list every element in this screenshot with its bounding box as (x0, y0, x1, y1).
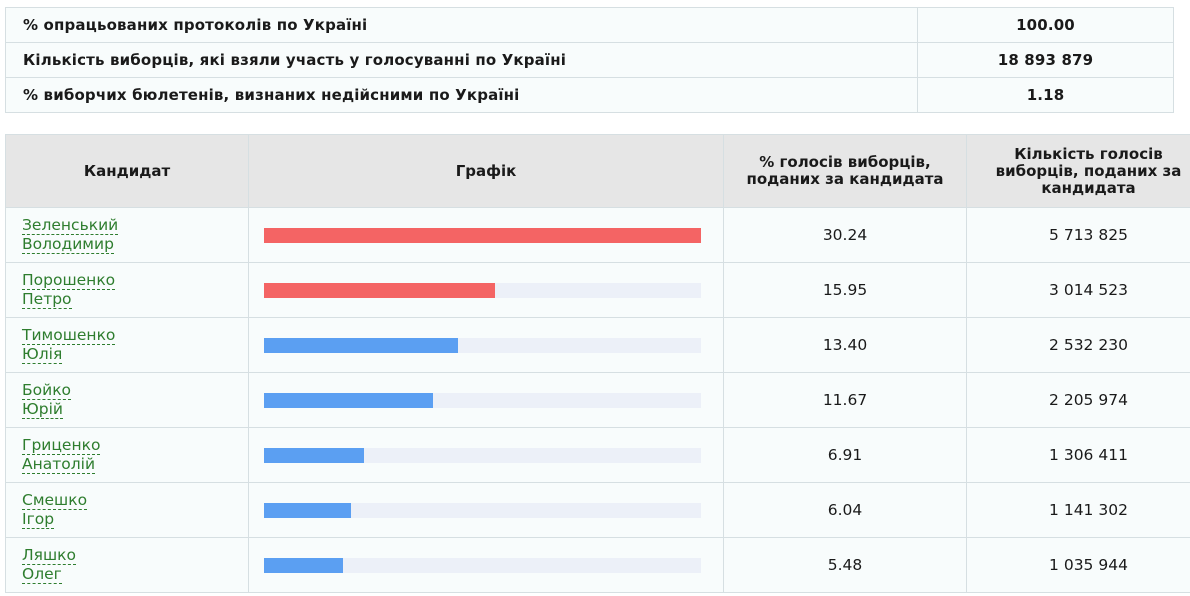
bar-track (264, 282, 701, 298)
table-row: Тимошенко Юлія 13.40 2 532 230 (5, 317, 1190, 373)
candidate-surname: Зеленський (22, 216, 119, 234)
bar (264, 227, 701, 243)
summary-label: Кількість виборців, які взяли участь у г… (5, 42, 918, 78)
candidate-link[interactable]: Анатолій (22, 455, 96, 474)
chart-cell (248, 207, 724, 263)
candidate-given-name: Анатолій (22, 455, 96, 473)
candidate-link[interactable]: Зеленський (22, 216, 119, 235)
bar-track (264, 557, 701, 573)
summary-value: 18 893 879 (917, 42, 1174, 78)
candidate-link[interactable]: Бойко (22, 381, 72, 400)
candidate-surname: Гриценко (22, 436, 101, 454)
header-count: Кількість голосів виборців, поданих за к… (966, 134, 1190, 208)
results-body: Зеленський Володимир 30.24 5 713 825 Порошен… (5, 207, 1190, 593)
candidate-given-name: Ігор (22, 510, 55, 528)
summary-row: Кількість виборців, які взяли участь у г… (5, 42, 1174, 78)
candidate-link[interactable]: Тимошенко (22, 326, 116, 345)
votes-value: 1 035 944 (966, 537, 1190, 593)
summary-label: % опрацьованих протоколів по Україні (5, 7, 918, 43)
candidate-surname: Порошенко (22, 271, 116, 289)
summary-row: % виборчих бюлетенів, визнаних недійсним… (5, 77, 1174, 113)
table-row: Гриценко Анатолій 6.91 1 306 411 (5, 427, 1190, 483)
candidate-link[interactable]: Ляшко (22, 546, 77, 565)
votes-value: 1 306 411 (966, 427, 1190, 483)
candidate-given-name: Юлія (22, 345, 63, 363)
table-row: Смешко Ігор 6.04 1 141 302 (5, 482, 1190, 538)
chart-cell (248, 317, 724, 373)
summary-row: % опрацьованих протоколів по Україні 100… (5, 7, 1174, 43)
votes-value: 2 532 230 (966, 317, 1190, 373)
header-percent: % голосів виборців, поданих за кандидата (723, 134, 967, 208)
candidate-link[interactable]: Ігор (22, 510, 55, 529)
bar (264, 282, 495, 298)
candidate-cell: Бойко Юрій (5, 372, 249, 428)
summary-value: 1.18 (917, 77, 1174, 113)
candidate-given-name: Петро (22, 290, 72, 308)
bar-track (264, 447, 701, 463)
bar (264, 557, 344, 573)
candidate-link[interactable]: Петро (22, 290, 72, 309)
percent-value: 13.40 (723, 317, 967, 373)
candidate-surname: Тимошенко (22, 326, 116, 344)
candidate-given-name: Юрій (22, 400, 63, 418)
votes-value: 1 141 302 (966, 482, 1190, 538)
results-table: Кандидат Графік % голосів виборців, пода… (5, 134, 1190, 593)
candidate-surname: Ляшко (22, 546, 77, 564)
candidate-link[interactable]: Юрій (22, 400, 63, 419)
bar-track (264, 392, 701, 408)
chart-cell (248, 372, 724, 428)
candidate-cell: Ляшко Олег (5, 537, 249, 593)
table-row: Порошенко Петро 15.95 3 014 523 (5, 262, 1190, 318)
candidate-cell: Гриценко Анатолій (5, 427, 249, 483)
percent-value: 6.04 (723, 482, 967, 538)
summary-table: % опрацьованих протоколів по Україні 100… (5, 7, 1174, 113)
percent-value: 15.95 (723, 262, 967, 318)
candidate-given-name: Володимир (22, 235, 114, 253)
candidate-cell: Порошенко Петро (5, 262, 249, 318)
summary-label: % виборчих бюлетенів, визнаних недійсним… (5, 77, 918, 113)
candidate-link[interactable]: Смешко (22, 491, 88, 510)
percent-value: 6.91 (723, 427, 967, 483)
candidate-cell: Тимошенко Юлія (5, 317, 249, 373)
bar-track (264, 227, 701, 243)
summary-value: 100.00 (917, 7, 1174, 43)
chart-cell (248, 537, 724, 593)
candidate-link[interactable]: Порошенко (22, 271, 116, 290)
table-row: Зеленський Володимир 30.24 5 713 825 (5, 207, 1190, 263)
bar-track (264, 502, 701, 518)
bar (264, 337, 458, 353)
candidate-link[interactable]: Олег (22, 565, 62, 584)
header-candidate: Кандидат (5, 134, 249, 208)
votes-value: 3 014 523 (966, 262, 1190, 318)
header-chart: Графік (248, 134, 724, 208)
percent-value: 11.67 (723, 372, 967, 428)
table-row: Ляшко Олег 5.48 1 035 944 (5, 537, 1190, 593)
chart-cell (248, 482, 724, 538)
bar (264, 447, 364, 463)
candidate-surname: Бойко (22, 381, 72, 399)
candidate-cell: Смешко Ігор (5, 482, 249, 538)
table-row: Бойко Юрій 11.67 2 205 974 (5, 372, 1190, 428)
candidate-cell: Зеленський Володимир (5, 207, 249, 263)
results-header-row: Кандидат Графік % голосів виборців, пода… (5, 134, 1190, 208)
chart-cell (248, 262, 724, 318)
percent-value: 5.48 (723, 537, 967, 593)
candidate-link[interactable]: Гриценко (22, 436, 101, 455)
bar (264, 392, 433, 408)
candidate-link[interactable]: Володимир (22, 235, 114, 254)
bar (264, 502, 352, 518)
votes-value: 2 205 974 (966, 372, 1190, 428)
candidate-surname: Смешко (22, 491, 88, 509)
chart-cell (248, 427, 724, 483)
votes-value: 5 713 825 (966, 207, 1190, 263)
candidate-link[interactable]: Юлія (22, 345, 63, 364)
bar-track (264, 337, 701, 353)
percent-value: 30.24 (723, 207, 967, 263)
candidate-given-name: Олег (22, 565, 62, 583)
